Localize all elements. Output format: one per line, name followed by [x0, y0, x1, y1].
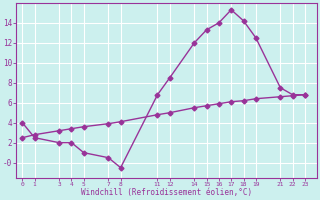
- X-axis label: Windchill (Refroidissement éolien,°C): Windchill (Refroidissement éolien,°C): [81, 188, 252, 197]
